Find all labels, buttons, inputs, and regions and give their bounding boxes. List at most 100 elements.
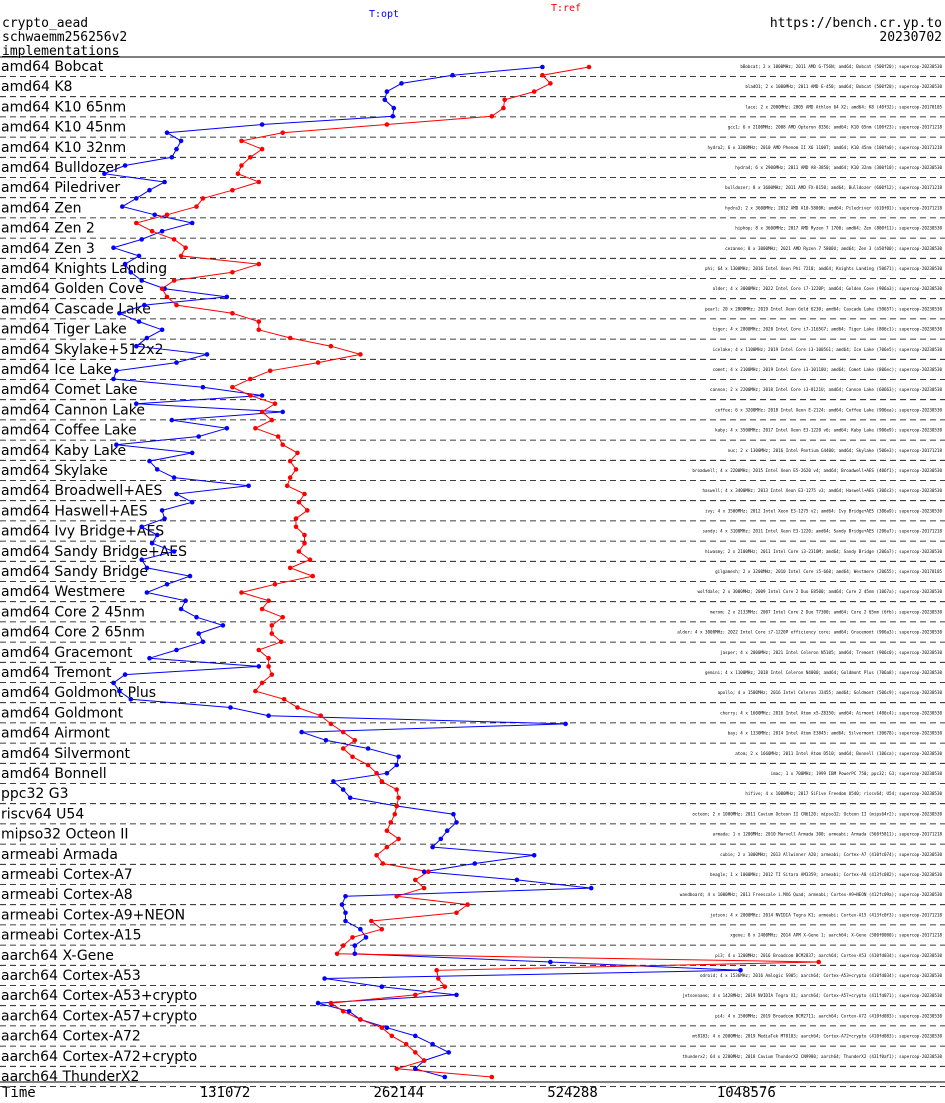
data-point-ref <box>259 680 265 686</box>
data-point-ref <box>159 286 165 292</box>
data-point-ref <box>178 253 184 259</box>
data-point-opt <box>174 491 179 497</box>
data-point-ref <box>171 237 177 242</box>
data-point-opt <box>122 672 128 677</box>
data-point-ref <box>295 450 300 456</box>
machine-note: cezanne; 8 x 3000MHz; 2021 AMD Ryzen 7 5… <box>725 246 942 251</box>
data-point-ref <box>259 146 265 152</box>
series-line-opt <box>102 66 741 1078</box>
data-point-opt <box>358 926 363 932</box>
data-point-opt <box>514 877 520 883</box>
machine-note: bay; 4 x 1330MHz; 2014 Intel Atom E3845;… <box>728 731 943 736</box>
row-label: amd64 Skylake <box>1 463 108 479</box>
data-point-opt <box>142 302 147 308</box>
row-label: amd64 Core 2 65nm <box>1 625 145 641</box>
data-point-opt <box>171 549 177 554</box>
row-label: armeabi Cortex-A15 <box>1 928 142 944</box>
data-point-ref <box>256 261 262 267</box>
data-point-opt <box>162 179 167 185</box>
row-label: armeabi Cortex-A8 <box>1 887 133 903</box>
machine-note: atom; 2 x 1660MHz; 2011 Intel Atom D510;… <box>735 751 942 756</box>
source-url[interactable]: https://bench.cr.yp.to <box>770 16 942 31</box>
x-axis-label: Time <box>2 1085 36 1101</box>
data-point-ref <box>315 360 321 365</box>
row-label: amd64 Silvermont <box>1 746 131 762</box>
data-point-ref <box>296 499 302 505</box>
data-point-opt <box>280 409 286 415</box>
data-point-opt <box>382 97 388 103</box>
row-label: amd64 Tiger Lake <box>1 322 127 338</box>
data-point-ref <box>256 179 262 185</box>
data-point-opt <box>114 368 119 374</box>
data-point-opt <box>189 450 195 456</box>
machine-note: hydra2; 6 x 3300MHz; 2010 AMD Phenom II … <box>708 145 943 150</box>
data-point-ref <box>269 631 275 636</box>
data-point-opt <box>164 582 170 587</box>
implementations-link[interactable]: implementations <box>2 44 119 59</box>
data-point-opt <box>111 680 116 686</box>
data-point-opt <box>540 64 545 70</box>
row-label: aarch64 ThunderX2 <box>1 1069 139 1085</box>
data-point-ref <box>278 639 284 645</box>
data-point-ref <box>275 434 281 439</box>
data-point-opt <box>472 861 478 866</box>
data-point-opt <box>339 902 345 907</box>
row-label: ppc32 G3 <box>1 786 69 802</box>
data-point-opt <box>224 294 230 300</box>
data-point-opt <box>194 614 199 620</box>
data-point-opt <box>178 138 184 144</box>
data-point-opt <box>396 754 401 760</box>
data-point-ref <box>388 820 394 825</box>
data-point-opt <box>196 434 201 439</box>
data-point-ref <box>239 163 244 168</box>
data-point-ref <box>305 508 310 513</box>
data-point-opt <box>322 976 327 981</box>
data-point-opt <box>154 467 160 472</box>
data-point-ref <box>164 212 170 218</box>
row-label: amd64 Coffee Lake <box>1 423 137 439</box>
data-point-opt <box>391 105 397 111</box>
data-point-ref <box>334 951 340 957</box>
data-point-ref <box>421 1058 427 1063</box>
data-point-ref <box>256 327 262 333</box>
data-point-ref <box>380 861 386 866</box>
machine-note: hifive; 4 x 1000MHz; 2017 SiFive Freedom… <box>745 791 942 796</box>
data-point-opt <box>413 1033 418 1039</box>
row-label: amd64 K10 32nm <box>1 140 126 156</box>
machine-note: wolfdale; 2 x 3000MHz; 2009 Intel Core 2… <box>697 589 942 594</box>
data-point-ref <box>454 910 459 916</box>
data-point-ref <box>248 393 253 398</box>
x-tick-label: 131072 <box>200 1085 251 1101</box>
machine-note: tiger; 4 x 2800MHz; 2020 Intel Core i7-1… <box>713 327 943 332</box>
data-point-opt <box>187 573 193 579</box>
machine-note: mt8183; 4 x 2000MHz; 2019 MediaTek MT818… <box>692 1034 942 1039</box>
row-label: amd64 Ice Lake <box>1 362 112 378</box>
data-point-ref <box>489 1074 495 1080</box>
data-point-ref <box>328 343 334 349</box>
data-point-ref <box>394 894 400 899</box>
data-point-opt <box>136 253 142 259</box>
machine-note: cherry; 4 x 1600MHz; 2016 Intel Atom x5-… <box>720 710 942 715</box>
data-point-ref <box>384 828 390 833</box>
data-point-ref <box>394 787 400 792</box>
machine-note: odroid; 4 x 1536MHz; 2016 Amlogic S905; … <box>700 973 943 978</box>
machine-note: wandboard; 4 x 1000MHz; 2011 Freescale i… <box>680 892 943 897</box>
data-point-ref <box>269 417 275 423</box>
machine-note: ivy; 4 x 3500MHz; 2012 Intel Xeon E3-127… <box>705 508 942 513</box>
data-point-ref <box>369 918 374 924</box>
data-point-ref <box>272 401 278 407</box>
data-point-ref <box>501 105 506 111</box>
data-point-opt <box>139 278 144 283</box>
data-point-ref <box>253 688 258 694</box>
data-point-ref <box>352 738 358 743</box>
data-point-ref <box>426 869 431 874</box>
data-point-ref <box>302 541 307 546</box>
data-point-ref <box>239 138 244 144</box>
data-point-opt <box>128 697 134 702</box>
benchmark-date: 20230702 <box>879 30 942 45</box>
legend-opt: T:opt <box>369 9 399 20</box>
data-point-opt <box>444 828 450 833</box>
data-point-ref <box>230 311 235 316</box>
machine-note: bBobcat; 2 x 1000MHz; 2011 AMD G-T56N; a… <box>740 64 942 69</box>
